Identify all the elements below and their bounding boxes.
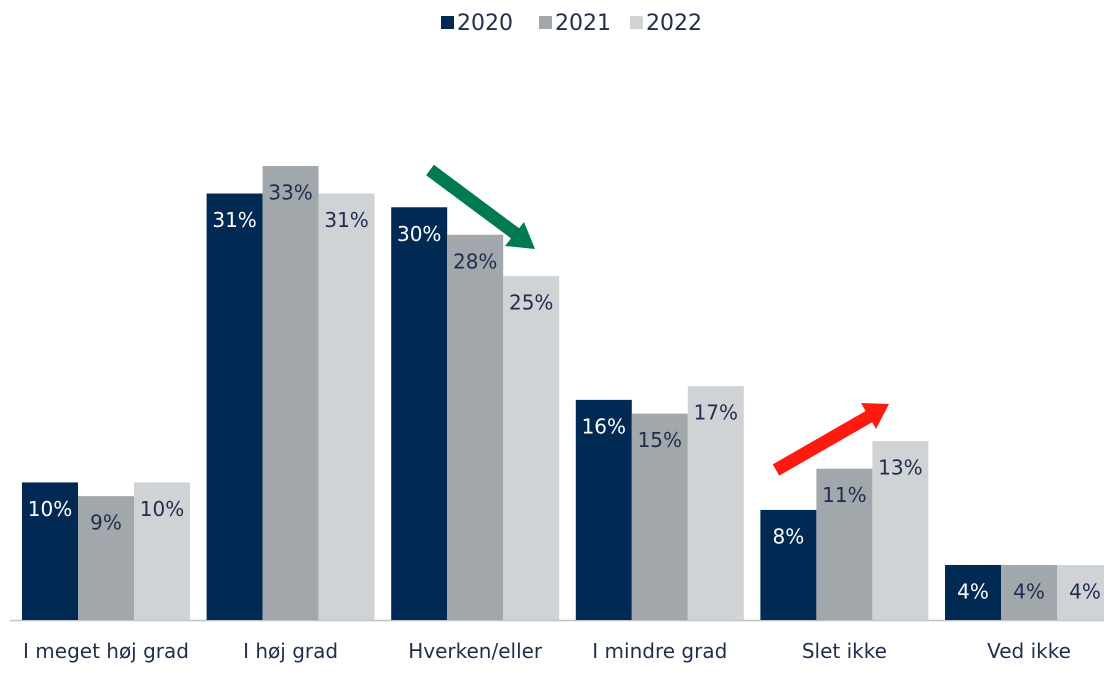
bar bbox=[687, 386, 744, 620]
bar bbox=[447, 234, 504, 620]
bar bbox=[318, 193, 375, 621]
bar bbox=[262, 166, 319, 620]
data-label: 17% bbox=[694, 401, 738, 425]
data-label: 33% bbox=[268, 181, 312, 205]
bar bbox=[760, 509, 817, 620]
data-label: 28% bbox=[453, 249, 497, 273]
legend-label: 2022 bbox=[646, 11, 702, 36]
legend-swatch bbox=[441, 16, 454, 29]
data-label: 11% bbox=[822, 483, 866, 507]
x-tick-label: Hverken/eller bbox=[408, 639, 543, 663]
bar bbox=[206, 193, 263, 621]
bar bbox=[134, 482, 190, 620]
data-label: 10% bbox=[28, 497, 72, 521]
x-tick-label: Ved ikke bbox=[987, 639, 1071, 663]
bar bbox=[22, 482, 78, 620]
data-label: 4% bbox=[1013, 579, 1045, 603]
bar bbox=[78, 496, 134, 620]
data-label: 10% bbox=[140, 497, 184, 521]
data-label: 4% bbox=[1069, 579, 1101, 603]
bar bbox=[816, 468, 873, 620]
x-tick-label: I høj grad bbox=[243, 639, 339, 663]
x-tick-label: I mindre grad bbox=[592, 639, 728, 663]
bar bbox=[575, 399, 632, 620]
data-label: 25% bbox=[509, 291, 553, 315]
bar bbox=[945, 564, 1001, 620]
bar bbox=[391, 207, 448, 621]
data-label: 30% bbox=[397, 222, 441, 246]
trend-arrow-down bbox=[426, 164, 535, 249]
legend-swatch bbox=[630, 16, 643, 29]
bar bbox=[1057, 564, 1104, 620]
bar bbox=[872, 441, 929, 620]
data-label: 31% bbox=[324, 208, 368, 232]
data-label: 13% bbox=[878, 456, 922, 480]
bar bbox=[1001, 564, 1057, 620]
bar bbox=[503, 276, 560, 620]
bar bbox=[631, 413, 688, 620]
x-tick-label: Slet ikke bbox=[801, 639, 887, 663]
legend-swatch bbox=[539, 16, 552, 29]
data-label: 16% bbox=[582, 414, 626, 438]
data-label: 15% bbox=[638, 428, 682, 452]
legend-label: 2021 bbox=[555, 11, 611, 36]
data-label: 31% bbox=[212, 208, 256, 232]
x-tick-label: I meget høj grad bbox=[23, 639, 189, 663]
data-label: 4% bbox=[957, 579, 989, 603]
legend-label: 2020 bbox=[457, 11, 513, 36]
data-label: 9% bbox=[90, 511, 122, 535]
data-label: 8% bbox=[773, 524, 805, 548]
trend-arrow-up bbox=[772, 403, 889, 476]
